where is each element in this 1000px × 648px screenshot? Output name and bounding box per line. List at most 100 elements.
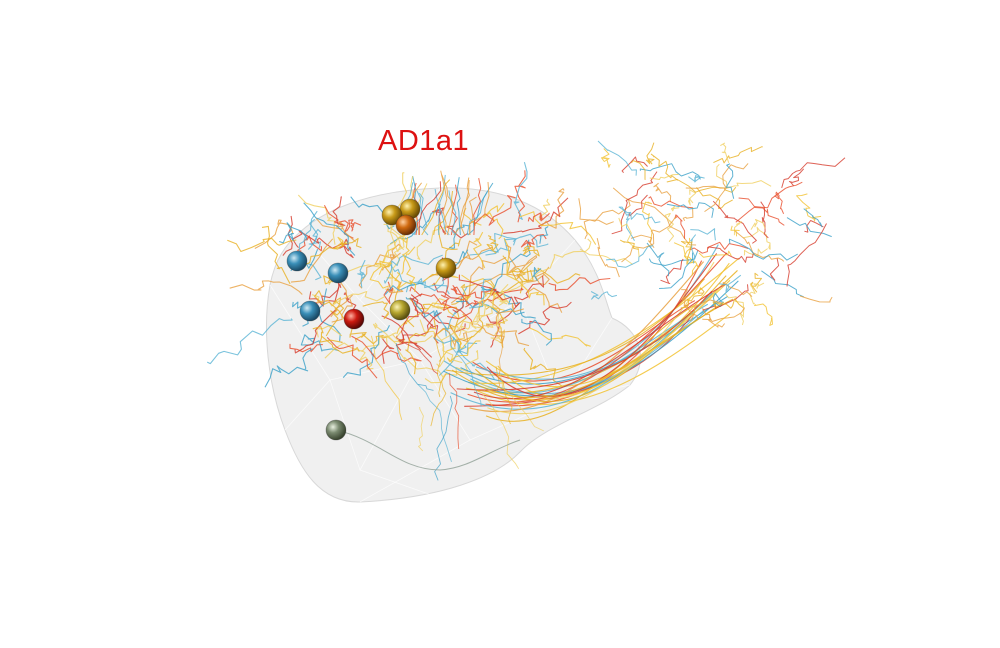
neurite-branch xyxy=(704,163,749,213)
neurite-branch xyxy=(514,170,526,223)
neurite-branch xyxy=(681,289,699,320)
neurite-branch xyxy=(323,205,354,239)
neurite-branch xyxy=(417,384,452,463)
somata-group xyxy=(286,198,457,441)
neurite-branch xyxy=(394,272,417,292)
neurite-branch xyxy=(456,177,461,236)
neurite-branch xyxy=(518,267,581,284)
neurite-branch xyxy=(409,270,447,292)
neurite-branch xyxy=(799,295,833,303)
neuron-type-label: AD1a1 xyxy=(378,125,470,157)
neurite-branch xyxy=(611,171,658,235)
neurite-branch xyxy=(525,266,550,286)
neurite-branch xyxy=(332,196,346,227)
neurite-branch xyxy=(473,231,486,269)
neurite-branch xyxy=(786,223,827,287)
neurite-branch xyxy=(520,234,547,248)
neurite-branch xyxy=(436,325,466,368)
neurite-branch xyxy=(446,340,481,364)
neurite-branch xyxy=(680,287,705,309)
neurite-branch xyxy=(696,186,733,209)
neurite-branch xyxy=(513,161,528,220)
neurite-branch xyxy=(673,242,699,276)
neurite-branch xyxy=(351,335,399,360)
neurite-branch xyxy=(451,283,475,305)
soma-9 xyxy=(343,308,365,330)
neurite-branch xyxy=(395,343,434,391)
neurite-branch xyxy=(469,278,493,309)
neurite-branch xyxy=(362,301,390,320)
neurite-branch xyxy=(325,297,345,337)
neurite-branch xyxy=(289,343,323,353)
neurite-branch xyxy=(486,235,499,254)
neurite-branch xyxy=(344,219,362,233)
neurite-branch xyxy=(803,208,823,228)
neurite-branch xyxy=(473,313,731,406)
neurite-branch xyxy=(469,261,704,413)
neurite-branch xyxy=(293,237,362,269)
neurite-branch xyxy=(540,188,565,229)
neurite-branch xyxy=(660,258,684,284)
neurite-branch xyxy=(483,269,534,297)
neurite-branch xyxy=(405,319,437,375)
neurite-branch xyxy=(631,160,646,180)
neurite-branch xyxy=(395,341,422,351)
neurite-branch xyxy=(499,372,544,432)
neurite-branch xyxy=(457,307,493,333)
neurite-branch xyxy=(690,299,722,322)
neurite-branch xyxy=(671,205,680,212)
neurite-branch xyxy=(716,163,772,189)
neurite-branch xyxy=(796,193,822,222)
neurite-branch xyxy=(690,228,716,241)
neurite-branch xyxy=(788,168,805,187)
neurite-branch xyxy=(666,202,714,218)
neurite-branch xyxy=(786,217,832,238)
neurite-branch xyxy=(469,232,517,256)
neurite-branch xyxy=(645,142,655,165)
neurite-branch xyxy=(689,241,749,254)
neurite-branch xyxy=(381,252,401,271)
neurite-branch xyxy=(664,212,675,243)
neurite-branch xyxy=(754,303,773,326)
neurite-branch xyxy=(495,366,513,425)
neurite-branch xyxy=(539,226,549,244)
neurite-branch xyxy=(453,179,470,236)
neurite-branch xyxy=(749,283,756,305)
neurite-branch xyxy=(416,190,429,236)
neurite-branch xyxy=(445,278,705,376)
neurite-branch xyxy=(396,335,439,375)
neurite-branch xyxy=(472,300,696,382)
neurite-branch xyxy=(596,237,620,278)
neurite-branch xyxy=(728,238,798,261)
neurite-branch xyxy=(307,228,322,250)
neurite-branch xyxy=(730,225,740,237)
neurite-branch xyxy=(487,287,721,415)
neurite-branch xyxy=(458,298,487,337)
neurite-branch xyxy=(458,274,521,308)
neurite-branch xyxy=(495,302,525,314)
neurite-branch xyxy=(298,210,322,281)
neurite-branch xyxy=(297,235,323,252)
neurite-branch xyxy=(684,237,695,263)
neurite-branch xyxy=(761,270,805,298)
neurite-branch xyxy=(311,290,386,307)
neurite-branch xyxy=(597,140,637,176)
neurite-branch xyxy=(722,281,753,298)
soma-5 xyxy=(381,204,403,226)
neurite-branch xyxy=(579,248,633,265)
neurite-branch xyxy=(743,248,768,257)
neurite-branch xyxy=(434,395,453,481)
neurite-branch xyxy=(522,245,540,257)
neurite-branch xyxy=(449,334,482,407)
neurite-branch xyxy=(254,219,294,249)
neurite-branch xyxy=(321,335,360,354)
neurite-branch xyxy=(446,225,469,239)
neurite-branch xyxy=(688,189,697,206)
neurite-branch xyxy=(473,178,482,236)
neurite-branch xyxy=(532,266,542,282)
neurite-branch xyxy=(430,372,447,427)
neurite-branch xyxy=(396,352,422,362)
neurite-branch xyxy=(494,332,504,393)
neurite-branch xyxy=(713,146,763,164)
